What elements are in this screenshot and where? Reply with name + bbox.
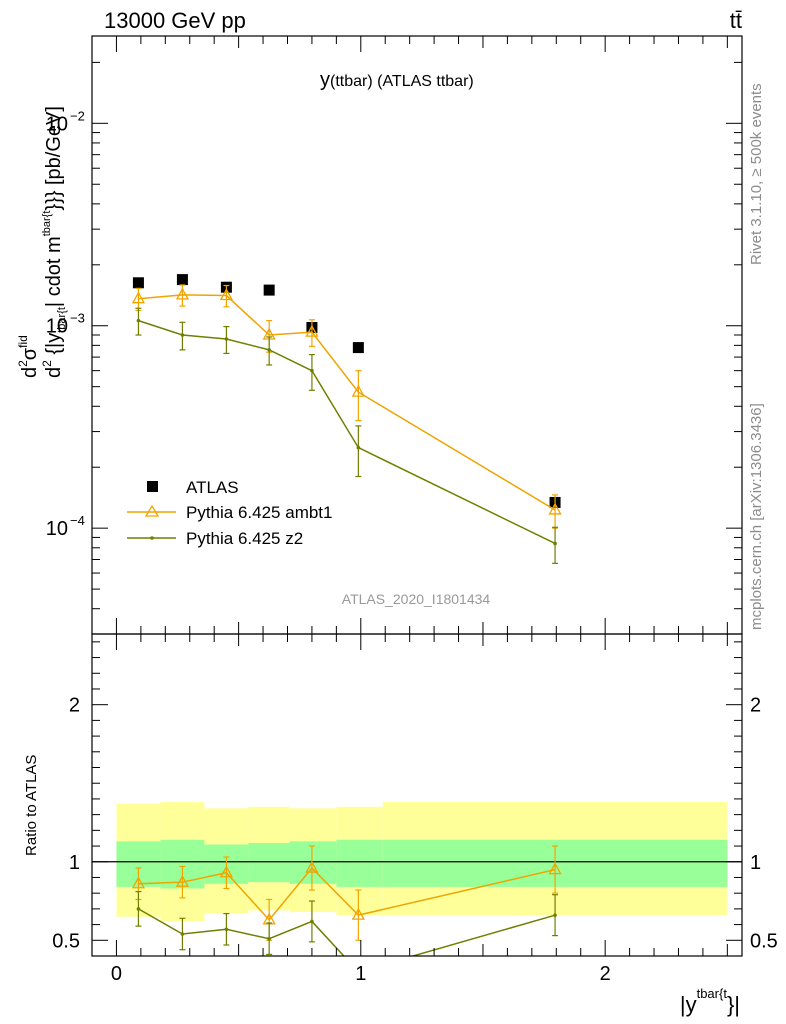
legend-label-z2: Pythia 6.425 z2 bbox=[186, 529, 303, 548]
main-y-tick-label-exponent: −3 bbox=[70, 311, 85, 326]
legend-marker-ambt1 bbox=[144, 504, 160, 517]
main-y-axis-label-denominator: d2 {|ytbar{t| cdot mtbar{t}}} [pb/GeV] bbox=[40, 106, 68, 378]
ratio-y-tick-label: 0.5 bbox=[52, 930, 80, 952]
z2-data-point bbox=[180, 333, 185, 337]
ratio-z2-point bbox=[136, 907, 141, 911]
ambt1-data-point bbox=[305, 324, 319, 337]
ratio-series-group bbox=[131, 845, 562, 956]
ambt1-data-point bbox=[131, 291, 146, 304]
ratio-z2-point bbox=[224, 927, 229, 932]
legend: ATLAS Pythia 6.425 ambt1 Pythia 6.425 z2 bbox=[127, 478, 332, 548]
main-y-tick-label: 10 bbox=[46, 518, 68, 540]
ratio-ambt1-point bbox=[175, 874, 190, 887]
z2-data-point bbox=[356, 445, 361, 450]
atlas-data-point bbox=[132, 277, 144, 289]
rivet-label: Rivet 3.1.10, ≥ 500k events bbox=[748, 83, 765, 265]
z2-data-point bbox=[553, 541, 557, 546]
ratio-series-layer bbox=[131, 845, 562, 956]
ratio-ambt1-point bbox=[131, 876, 146, 889]
ambt1-data-point bbox=[548, 502, 562, 515]
z2-data-point bbox=[310, 368, 314, 373]
ratio-z2-point bbox=[267, 936, 271, 941]
z2-data-point bbox=[224, 337, 229, 341]
ratio-x-tick-label: 2 bbox=[600, 963, 611, 985]
ratio-x-tick-label: 1 bbox=[355, 963, 366, 985]
ratio-panel-frame bbox=[91, 633, 743, 957]
main-series-layer bbox=[131, 274, 562, 564]
main-y-tick-label: 10 bbox=[46, 113, 68, 135]
ratio-axes: 0.5 0.5 1 1 2 2 0 1 2 bbox=[52, 634, 778, 985]
ratio-ambt1-point bbox=[548, 862, 562, 875]
ratio-z2-point bbox=[180, 932, 185, 936]
mcplots-label: mcplots.cern.ch [arXiv:1306.3436] bbox=[748, 403, 765, 630]
z2-data-point bbox=[267, 348, 271, 352]
ratio-ambt1-point bbox=[351, 907, 365, 920]
main-y-tick-label: 10 bbox=[46, 316, 68, 338]
ratio-ambt1-point bbox=[305, 860, 319, 873]
ratio-z2-point bbox=[310, 919, 314, 924]
process-label: tt̄ bbox=[730, 8, 742, 33]
ambt1-data-point bbox=[351, 384, 365, 397]
legend-label-ambt1: Pythia 6.425 ambt1 bbox=[186, 503, 332, 522]
legend-label-atlas: ATLAS bbox=[186, 478, 239, 497]
ambt1-data-point bbox=[175, 287, 190, 300]
atlas-data-point bbox=[176, 274, 188, 286]
atlas-data-point bbox=[352, 342, 364, 354]
analysis-label: ATLAS_2020_I1801434 bbox=[342, 591, 491, 607]
legend-marker-z2 bbox=[150, 536, 154, 540]
main-axes: 10−210−310−4 bbox=[46, 36, 742, 635]
main-y-tick-label-exponent: −2 bbox=[70, 108, 85, 123]
ratio-band-inner bbox=[336, 839, 383, 887]
ratio-y-tick-label-right: 0.5 bbox=[750, 930, 778, 952]
ratio-y-tick-label-right: 2 bbox=[750, 695, 761, 717]
ratio-bands-layer bbox=[92, 802, 742, 922]
ratio-panel: 0.5 0.5 1 1 2 2 0 1 2 Ratio to ATLAS |ytbar{t}| bbox=[23, 633, 778, 1017]
ratio-x-axis-label: |ytbar{t}| bbox=[680, 986, 740, 1017]
ratio-y-axis-label: Ratio to ATLAS bbox=[23, 755, 40, 856]
ratio-band-inner bbox=[248, 842, 290, 883]
ambt1-data-point bbox=[219, 288, 233, 301]
ratio-band-inner bbox=[289, 841, 337, 884]
ratio-y-tick-label: 1 bbox=[69, 852, 80, 874]
main-y-axis-label: d2σfid bbox=[16, 335, 41, 378]
ratio-y-tick-label: 2 bbox=[69, 695, 80, 717]
main-title: y(ttbar) (ATLAS ttbar) bbox=[320, 69, 474, 91]
legend-marker-atlas bbox=[147, 481, 158, 492]
ratio-z2-point bbox=[553, 913, 557, 917]
atlas-data-point bbox=[263, 284, 275, 296]
main-panel: 10−210−310−4 y(ttbar) (ATLAS ttbar) ATLA… bbox=[16, 35, 743, 635]
ratio-ambt1-point bbox=[219, 865, 233, 878]
z2-data-point bbox=[136, 318, 141, 323]
main-y-tick-label-exponent: −4 bbox=[70, 513, 85, 528]
ratio-x-tick-label: 0 bbox=[111, 963, 122, 985]
ratio-y-tick-label-right: 1 bbox=[750, 852, 761, 874]
energy-label: 13000 GeV pp bbox=[104, 8, 246, 33]
